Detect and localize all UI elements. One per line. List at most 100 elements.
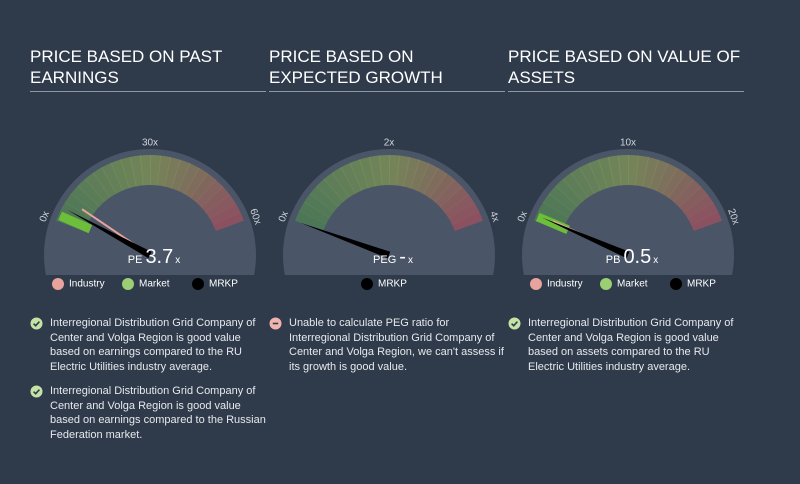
company-needle [300, 222, 391, 259]
gauge-band [349, 159, 369, 191]
gauge-band [295, 210, 327, 232]
metric-label: PEG [373, 254, 396, 266]
gauge-value: PE 3.7 x [128, 246, 181, 268]
gauge-band [209, 202, 241, 226]
legend-swatch [192, 278, 204, 290]
gauge-band [119, 156, 137, 189]
gauge-tick-label: 20x [725, 207, 741, 226]
gauge-band [588, 159, 608, 191]
gauge-band [316, 178, 344, 207]
gauge-band [429, 173, 456, 203]
gauge-band [562, 172, 589, 203]
metric-label: PB [606, 254, 621, 266]
gauge-band [649, 159, 669, 192]
legend-label: Market [617, 279, 648, 290]
gauge-tick-label: 60x [247, 207, 263, 226]
gauge-band [548, 185, 578, 213]
note: Interregional Distribution Grid Company … [30, 384, 266, 442]
notes: Unable to calculate PEG ratio for Interr… [269, 316, 505, 384]
metric-label: PE [128, 254, 143, 266]
gauge-value: PB 0.5 x [606, 246, 659, 268]
icon-circle [508, 317, 521, 330]
gauge-band [190, 173, 217, 203]
metric-unit: x [653, 255, 658, 266]
valuation-panel: PRICE BASED ON PAST EARNINGS 0x 30x 60x PE 3.… [30, 0, 266, 484]
gauge-band [555, 178, 583, 207]
gauge-band [205, 194, 236, 219]
gauge-tick-label: 4x [487, 210, 501, 224]
gauge-band [434, 179, 463, 208]
gauge-band [439, 186, 469, 213]
fail-icon [269, 317, 282, 330]
icon-check [33, 321, 40, 327]
gauge-band [195, 179, 224, 208]
gauge-band [579, 162, 601, 194]
gauge-band [396, 155, 411, 187]
valuation-panel: PRICE BASED ON EXPECTED GROWTH 0x 2x 4x PEG -… [269, 0, 505, 484]
gauge-band [655, 163, 678, 195]
note: Interregional Distribution Grid Company … [508, 316, 744, 374]
gauge-band [213, 211, 244, 232]
gauge-band [92, 167, 117, 198]
gauge-band [139, 155, 152, 186]
legend-swatch [361, 278, 373, 290]
gauge-band [101, 162, 123, 194]
gauge-band [378, 155, 391, 186]
check-icon [508, 317, 521, 330]
note-text: Interregional Distribution Grid Company … [528, 317, 734, 373]
gauge-band [597, 156, 615, 189]
valuation-panel: PRICE BASED ON VALUE OF ASSETS 0x 10x 20x PB… [508, 0, 744, 484]
gauge-band [309, 185, 339, 213]
metric-value: - [399, 246, 406, 268]
gauge-band [416, 163, 439, 195]
gauge-band [662, 167, 687, 199]
gauge-band [678, 186, 708, 213]
gauge-value: PEG - x [373, 246, 413, 268]
metric-unit: x [408, 255, 413, 266]
panel-title: PRICE BASED ON VALUE OF ASSETS [508, 46, 744, 92]
company-needle [67, 209, 152, 259]
panel-title: PRICE BASED ON PAST EARNINGS [30, 46, 266, 92]
metric-value: 0.5 [623, 246, 651, 268]
check-icon [30, 385, 43, 398]
gauge-band [171, 159, 191, 192]
gauge-band [444, 194, 475, 219]
gauge-band [403, 157, 421, 189]
metric-value: 3.7 [145, 246, 173, 268]
gauge-band [542, 193, 573, 219]
gauge-tick-label: 0x [38, 210, 52, 224]
gauge-band [687, 202, 719, 226]
icon-check [33, 389, 40, 395]
note-text: Interregional Distribution Grid Company … [50, 385, 266, 441]
gauge-band [410, 159, 430, 192]
market-marker [58, 211, 93, 234]
gauge-band [77, 178, 105, 207]
gauge-band [298, 201, 330, 225]
icon-circle [30, 385, 43, 398]
note: Interregional Distribution Grid Company … [30, 316, 266, 374]
icon-circle [30, 317, 43, 330]
legend-swatch [530, 278, 542, 290]
gauge-band [691, 211, 722, 232]
gauge-tick-label: 10x [620, 138, 636, 149]
gauge-band [617, 155, 630, 186]
gauge-band [331, 167, 356, 198]
gauge-band [340, 162, 362, 194]
legend-swatch [122, 278, 134, 290]
legend-swatch [52, 278, 64, 290]
gauge-band [110, 159, 130, 191]
gauge-band [358, 156, 376, 189]
gauge-band [570, 167, 595, 198]
gauge-band [164, 157, 182, 189]
company-needle [541, 217, 630, 259]
gauge-band [129, 155, 144, 187]
gauge-band [157, 155, 172, 187]
gauge-tick-label: 0x [277, 210, 291, 224]
gauge-band [642, 157, 660, 189]
note: Unable to calculate PEG ratio for Interr… [269, 316, 505, 374]
gauge: 0x 2x 4x PEG - x MRKP [277, 138, 501, 290]
legend-label: Industry [69, 279, 105, 290]
gauge-band [84, 172, 111, 203]
gauge-band [303, 193, 334, 219]
